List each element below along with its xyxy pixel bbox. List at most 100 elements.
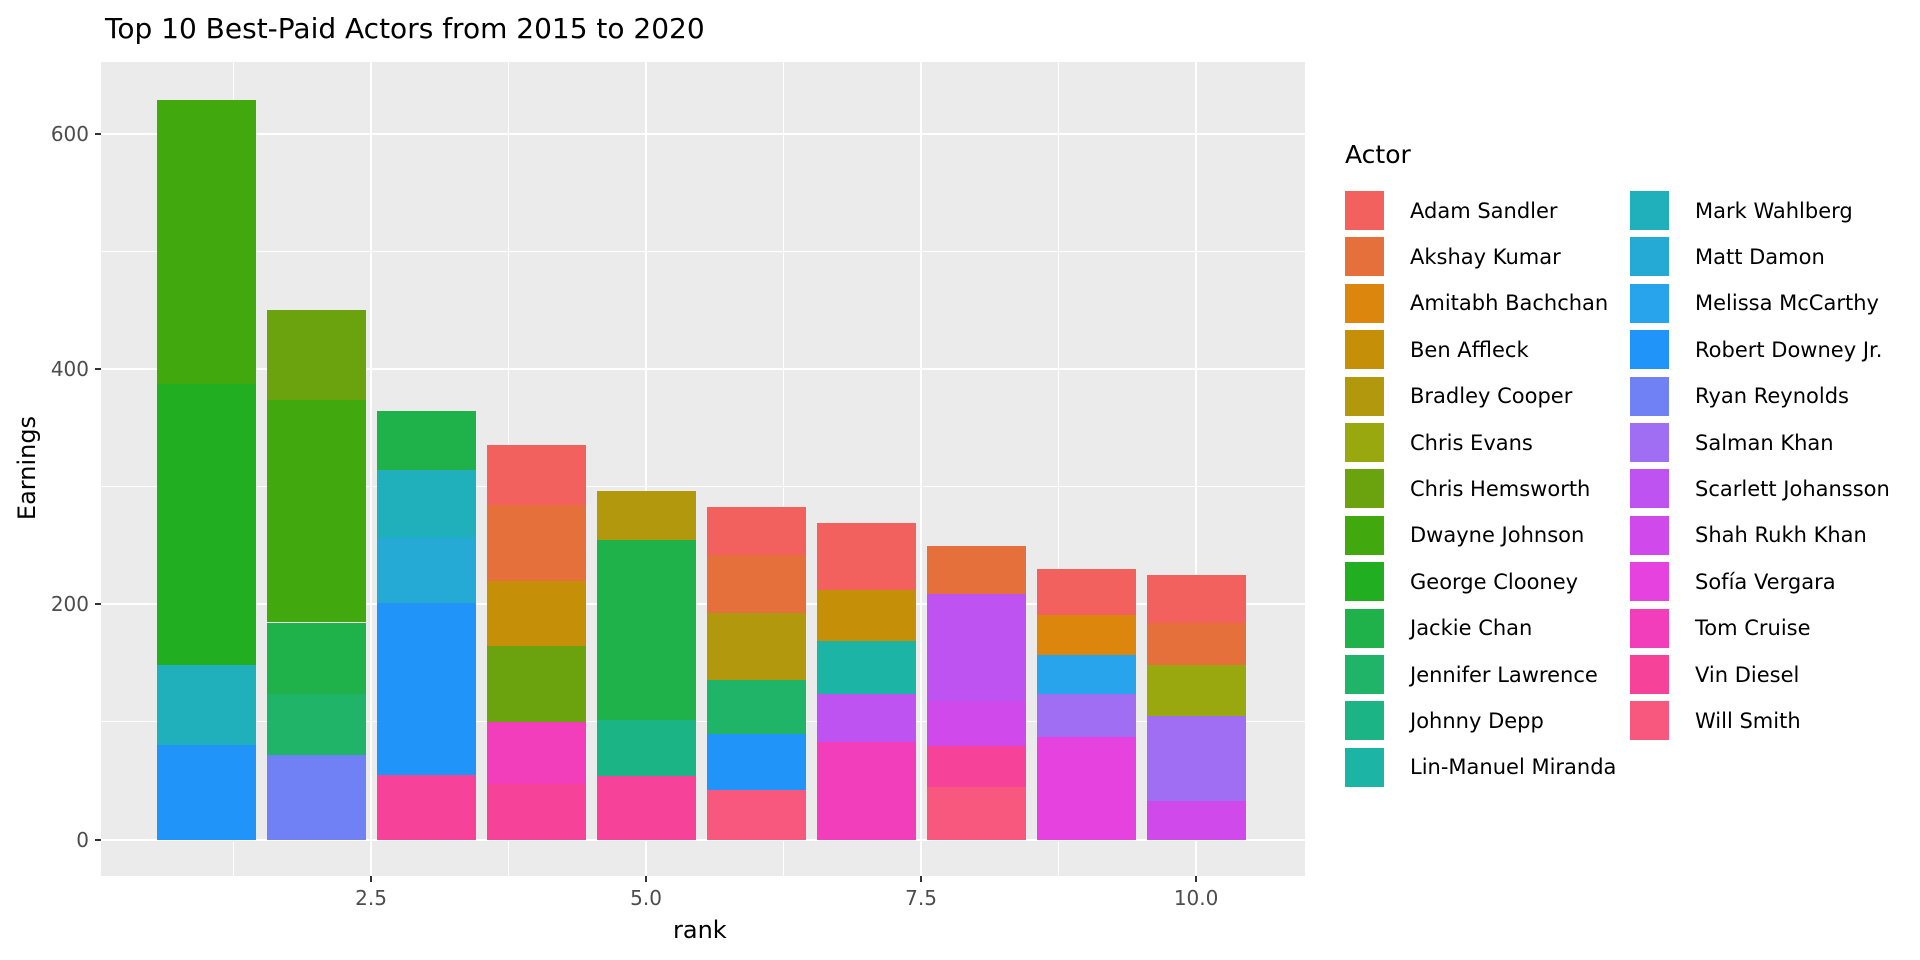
bar-segment <box>816 590 916 641</box>
legend-swatch <box>1345 515 1384 555</box>
bar-segment <box>1146 716 1246 801</box>
legend-item: Will Smith <box>1630 701 1910 741</box>
legend-item: Bradley Cooper <box>1345 376 1625 416</box>
bar-segment <box>1036 615 1136 655</box>
legend-swatch <box>1345 562 1384 602</box>
legend-label: George Clooney <box>1410 569 1579 594</box>
legend-item: Chris Hemsworth <box>1345 469 1625 509</box>
bar-segment <box>926 787 1026 840</box>
bar-segment <box>156 100 256 385</box>
legend-item: Ben Affleck <box>1345 330 1625 370</box>
legend-item: Tom Cruise <box>1630 608 1910 648</box>
legend-swatch <box>1630 191 1669 230</box>
legend-item: Mark Wahlberg <box>1630 191 1910 230</box>
legend-swatch <box>1345 376 1384 416</box>
legend-item: Melissa McCarthy <box>1630 283 1910 323</box>
legend-swatch <box>1345 283 1384 323</box>
legend-swatch <box>1630 237 1669 277</box>
bar-segment <box>926 701 1026 746</box>
legend-label: Amitabh Bachchan <box>1410 291 1609 316</box>
legend-item: Akshay Kumar <box>1345 237 1625 277</box>
x-tick-label: 5.0 <box>630 886 662 910</box>
legend-swatch <box>1345 469 1384 509</box>
gridline-major-x <box>645 62 648 876</box>
bar-segment <box>706 612 806 680</box>
legend-label: Sofía Vergara <box>1695 569 1836 594</box>
bar-segment <box>486 445 586 505</box>
legend-label: Shah Rukh Khan <box>1695 523 1867 548</box>
legend-swatch <box>1630 423 1669 462</box>
legend-item: Robert Downey Jr. <box>1630 330 1910 370</box>
legend-label: Vin Diesel <box>1695 662 1800 687</box>
bar-segment <box>486 504 586 582</box>
legend-item: Salman Khan <box>1630 423 1910 462</box>
bar-segment <box>376 775 476 840</box>
gridline-major-y <box>101 838 1305 841</box>
y-tick-mark <box>95 132 101 135</box>
legend-label: Will Smith <box>1695 708 1801 733</box>
bar-segment <box>1036 693 1136 738</box>
bar-segment <box>1146 664 1246 716</box>
legend-swatch <box>1630 376 1669 416</box>
legend-label: Johnny Depp <box>1410 708 1544 733</box>
chart-title: Top 10 Best-Paid Actors from 2015 to 202… <box>105 12 705 45</box>
legend-label: Dwayne Johnson <box>1410 523 1585 548</box>
legend-item: Adam Sandler <box>1345 191 1625 230</box>
bar-segment <box>1036 737 1136 840</box>
legend-swatch <box>1345 330 1384 370</box>
bar-segment <box>816 640 916 695</box>
legend-swatch <box>1630 283 1669 323</box>
bar-segment <box>376 410 476 470</box>
x-axis-title: rank <box>673 916 727 944</box>
x-tick-label: 10.0 <box>1173 886 1219 910</box>
bar-segment <box>706 507 806 556</box>
bar-segment <box>816 523 916 591</box>
legend-item: George Clooney <box>1345 562 1625 602</box>
legend-label: Jackie Chan <box>1410 616 1533 641</box>
bar-segment <box>706 790 806 840</box>
legend-swatch <box>1630 608 1669 648</box>
legend-swatch <box>1345 747 1384 787</box>
gridline-minor-x <box>1058 62 1060 876</box>
bar-segment <box>156 384 256 666</box>
legend-label: Tom Cruise <box>1695 616 1811 641</box>
legend-swatch <box>1345 655 1384 694</box>
gridline-major-x <box>370 62 373 876</box>
legend-item: Lin-Manuel Miranda <box>1345 747 1625 787</box>
legend-swatch <box>1345 423 1384 462</box>
legend-label: Adam Sandler <box>1410 198 1558 223</box>
x-tick-label: 7.5 <box>905 886 937 910</box>
bar-segment <box>706 733 806 791</box>
bar-segment <box>266 755 366 840</box>
bar-segment <box>266 310 366 401</box>
y-tick-mark <box>95 603 101 606</box>
legend-item: Shah Rukh Khan <box>1630 515 1910 555</box>
legend-swatch <box>1345 701 1384 741</box>
legend-label: Mark Wahlberg <box>1695 198 1853 223</box>
plot-panel <box>101 62 1305 876</box>
legend-swatch <box>1630 330 1669 370</box>
legend-swatch <box>1630 562 1669 602</box>
gridline-major-y <box>101 132 1305 135</box>
legend-item: Jackie Chan <box>1345 608 1625 648</box>
x-tick-mark <box>1195 876 1198 882</box>
legend-item: Vin Diesel <box>1630 655 1910 694</box>
legend-swatch <box>1345 191 1384 230</box>
bar-segment <box>1036 654 1136 694</box>
legend-label: Chris Hemsworth <box>1410 476 1591 501</box>
y-tick-mark <box>95 368 101 370</box>
x-tick-mark <box>920 876 923 882</box>
legend-item: Scarlett Johansson <box>1630 469 1910 509</box>
bar-segment <box>266 400 366 623</box>
y-tick-mark <box>95 838 101 841</box>
bar-segment <box>596 719 696 776</box>
legend-item: Amitabh Bachchan <box>1345 283 1625 323</box>
y-tick-label: 0 <box>76 827 89 852</box>
legend-item: Jennifer Lawrence <box>1345 655 1625 694</box>
legend-swatch <box>1345 608 1384 648</box>
bar-segment <box>266 622 366 695</box>
legend-item: Dwayne Johnson <box>1345 515 1625 555</box>
legend-label: Salman Khan <box>1695 430 1834 455</box>
bar-segment <box>376 537 476 603</box>
legend-swatch <box>1630 469 1669 509</box>
